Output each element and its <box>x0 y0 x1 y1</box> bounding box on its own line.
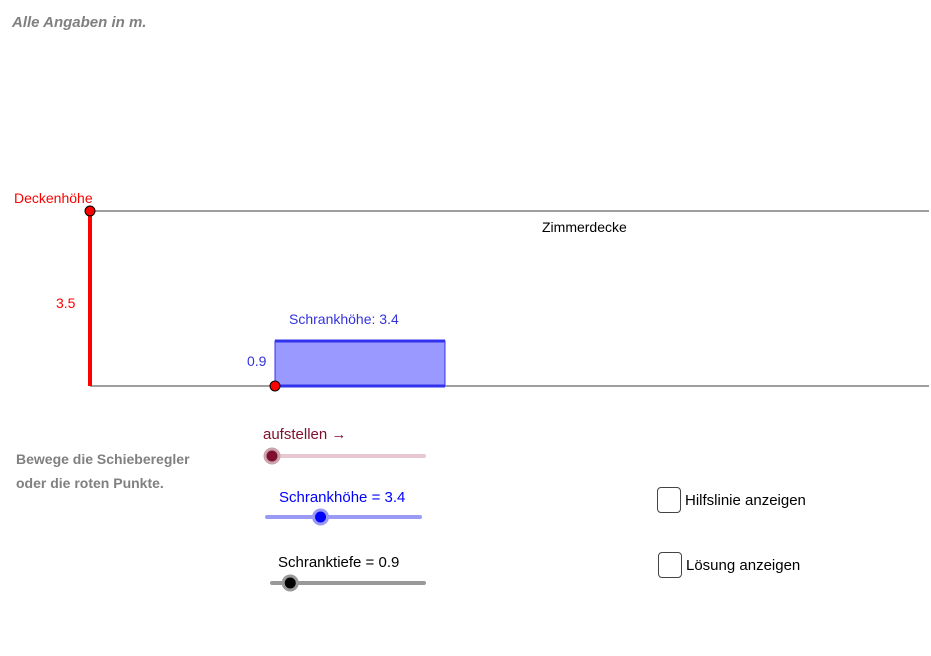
slider-schrankhoehe[interactable] <box>265 508 422 526</box>
slider-schranktiefe[interactable] <box>270 574 426 592</box>
ceiling-height-value: 3.5 <box>56 295 76 311</box>
slider-aufstellen-knob[interactable] <box>263 447 281 465</box>
slider-aufstellen[interactable] <box>263 447 426 465</box>
checkbox-loesung-row[interactable]: Lösung anzeigen <box>658 552 800 578</box>
instructions-line-1: Bewege die Schieberegler <box>16 451 190 467</box>
ceiling-point[interactable] <box>84 205 96 217</box>
instructions: Bewege die Schieberegler oder die roten … <box>16 447 190 495</box>
slider-schranktiefe-label: Schranktiefe = 0.9 <box>278 554 400 571</box>
ceiling-line-label: Zimmerdecke <box>542 219 627 235</box>
cabinet-height-label: Schrankhöhe: 3.4 <box>289 311 399 327</box>
checkbox-hilfslinie-row[interactable]: Hilfslinie anzeigen <box>657 487 806 513</box>
checkbox-loesung-label[interactable]: Lösung anzeigen <box>686 556 801 574</box>
slider-schranktiefe-knob[interactable] <box>281 574 299 592</box>
ceiling-label: Deckenhöhe <box>14 190 93 206</box>
cabinet-rect <box>274 340 446 387</box>
cabinet-depth-value: 0.9 <box>247 353 267 369</box>
checkbox-hilfslinie-label[interactable]: Hilfslinie anzeigen <box>685 491 806 509</box>
slider-schrankhoehe-knob[interactable] <box>312 508 330 526</box>
instructions-line-2: oder die roten Punkte. <box>16 475 164 491</box>
checkbox-loesung[interactable] <box>658 552 682 578</box>
cabinet-corner-point[interactable] <box>269 380 281 392</box>
slider-aufstellen-label: aufstellen → <box>263 426 347 443</box>
slider-schrankhoehe-label: Schrankhöhe = 3.4 <box>279 489 406 506</box>
header-note: Alle Angaben in m. <box>12 14 147 31</box>
checkbox-hilfslinie[interactable] <box>657 487 681 513</box>
